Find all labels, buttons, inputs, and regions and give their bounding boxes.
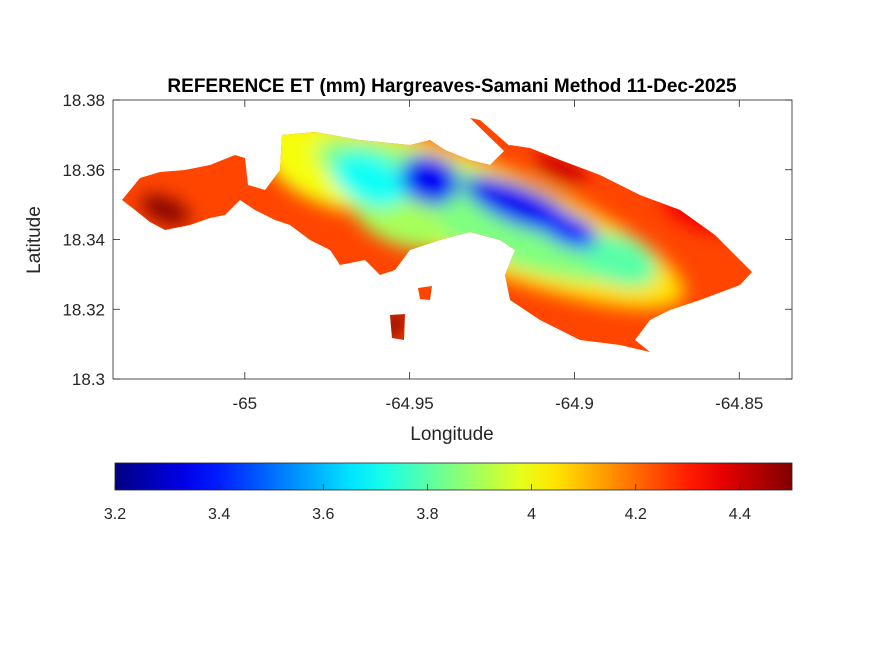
colorbar-tick-label: 3.2 <box>104 506 126 523</box>
et-field-patch <box>531 154 588 186</box>
chart-title: REFERENCE ET (mm) Hargreaves-Samani Meth… <box>167 76 737 97</box>
x-axis-label: Longitude <box>410 424 493 445</box>
y-tick-label: 18.32 <box>62 300 105 319</box>
y-tick-label: 18.3 <box>72 370 105 389</box>
et-field-patch <box>331 152 408 207</box>
x-tick-label: -65 <box>233 394 258 413</box>
et-field-patch <box>140 194 190 225</box>
x-tick-label: -64.9 <box>555 394 594 413</box>
y-tick-label: 18.36 <box>62 161 105 180</box>
et-field-patch <box>541 211 598 249</box>
colorbar-tick-label: 3.4 <box>208 506 230 523</box>
y-axis-label: Latitude <box>24 206 45 274</box>
y-tick-label: 18.38 <box>62 91 105 110</box>
x-tick-label: -64.85 <box>715 394 763 413</box>
et-field-patch <box>400 154 459 206</box>
colorbar <box>114 462 793 491</box>
colorbar-tick-label: 4.2 <box>625 506 647 523</box>
et-field-patch <box>581 233 658 288</box>
colorbar-tick-label: 3.6 <box>312 506 334 523</box>
colorbar-tick-label: 4 <box>527 506 536 523</box>
y-tick-label: 18.34 <box>62 231 105 250</box>
colorbar-tick-label: 4.4 <box>729 506 751 523</box>
x-tick-label: -64.95 <box>386 394 434 413</box>
colorbar-tick-label: 3.8 <box>416 506 438 523</box>
